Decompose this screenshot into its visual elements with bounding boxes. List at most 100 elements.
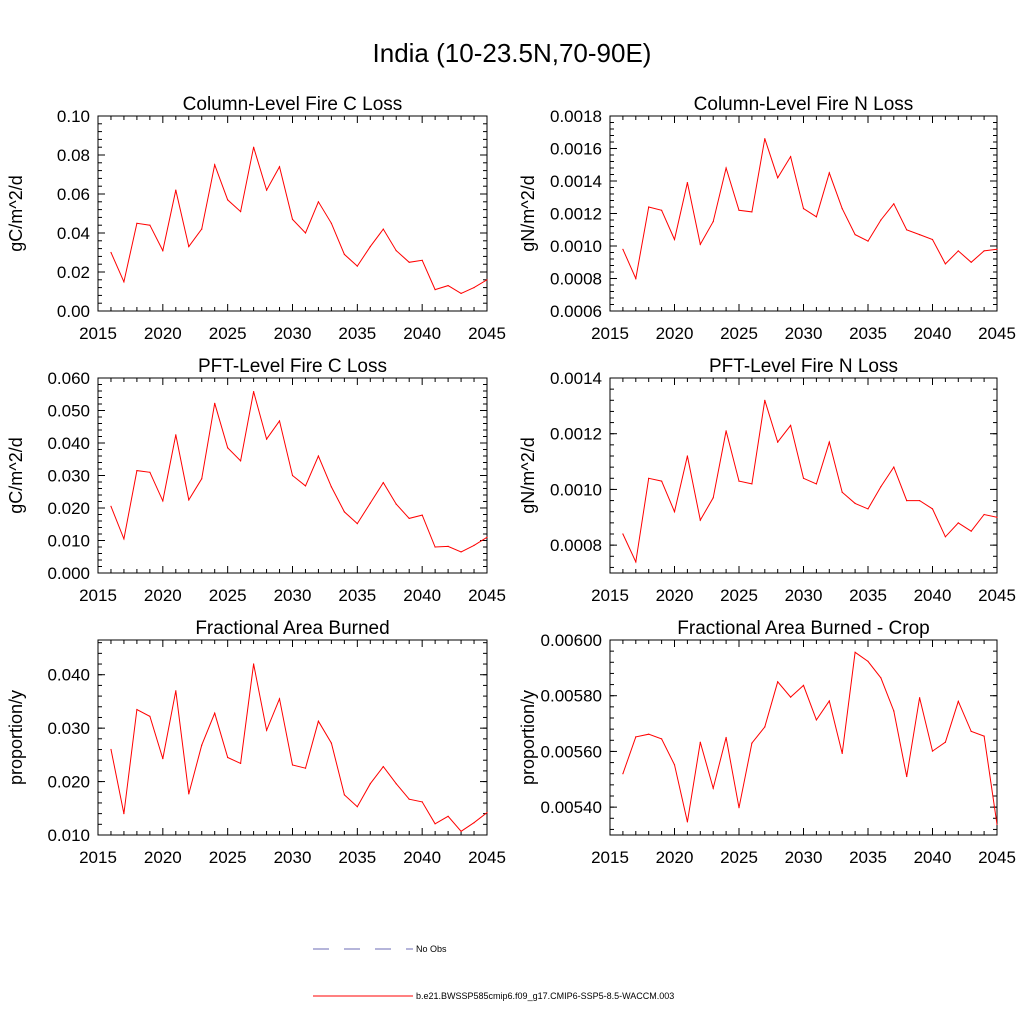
data-point [343, 511, 345, 513]
data-point [867, 660, 869, 663]
data-point [395, 503, 397, 505]
x-tick-label: 2030 [785, 324, 823, 343]
chart-panel-3: 2015 2020 2025 2030 2035 2040 2045 0.000 0.010 0.… [6, 356, 506, 605]
x-tick-label: 2030 [274, 848, 312, 867]
data-point [201, 478, 203, 480]
data-point [486, 279, 488, 281]
data-point [421, 259, 423, 261]
data-point [369, 246, 371, 248]
data-point [266, 729, 268, 731]
data-point [304, 767, 307, 769]
data-point [460, 830, 462, 832]
y-tick-label: 0.0014 [550, 172, 602, 191]
y-tick-label: 0.0018 [550, 107, 602, 126]
data-point [227, 756, 229, 759]
data-point [253, 146, 255, 148]
x-tick-label: 2045 [468, 324, 506, 343]
data-point [661, 738, 663, 740]
series-line [110, 391, 487, 553]
y-tick-label: 0.020 [47, 773, 90, 792]
y-tick-label: 0.08 [57, 146, 90, 165]
data-point [661, 209, 663, 211]
x-tick-label: 2045 [978, 848, 1016, 867]
data-point [201, 228, 203, 230]
y-axis-label: gN/m^2/d [518, 437, 538, 513]
data-point [996, 516, 998, 518]
data-point [214, 712, 216, 714]
x-tick-label: 2040 [914, 586, 952, 605]
data-point [460, 551, 462, 553]
data-point [253, 663, 255, 665]
data-point [686, 455, 689, 457]
data-point [162, 250, 164, 252]
data-point [356, 523, 358, 525]
data-point [317, 201, 319, 203]
data-point [317, 455, 319, 457]
data-point [382, 482, 384, 484]
y-tick-label: 0.020 [47, 499, 90, 518]
data-point [686, 821, 689, 823]
data-point [764, 399, 766, 401]
data-point [944, 263, 947, 265]
data-point [123, 281, 125, 283]
data-point [919, 500, 921, 502]
data-point [421, 514, 423, 516]
data-point [110, 505, 112, 507]
data-point [957, 250, 959, 252]
data-point [162, 758, 164, 760]
panel-title: Column-Level Fire N Loss [694, 94, 914, 115]
data-point [764, 726, 766, 728]
x-tick-label: 2045 [468, 586, 506, 605]
x-tick-label: 2020 [144, 848, 182, 867]
y-tick-label: 0.0008 [550, 270, 602, 289]
data-point [434, 289, 436, 291]
x-tick-label: 2035 [849, 324, 887, 343]
x-tick-label: 2020 [656, 324, 694, 343]
data-point [291, 764, 294, 766]
data-point [253, 391, 255, 393]
data-point [123, 813, 125, 815]
data-point [725, 430, 727, 432]
y-tick-label: 0.00540 [541, 798, 602, 817]
data-point [802, 477, 805, 479]
x-tick-label: 2035 [338, 848, 376, 867]
y-tick-label: 0.06 [57, 185, 90, 204]
y-tick-label: 0.040 [47, 666, 90, 685]
data-point [661, 480, 663, 482]
panel-title: Fractional Area Burned - Crop [677, 618, 929, 639]
data-point [815, 483, 818, 485]
data-point [188, 793, 190, 795]
data-point [983, 735, 985, 737]
x-tick-label: 2040 [403, 586, 441, 605]
chart-panel-1: 2015 2020 2025 2030 2035 2040 2045 0.00 0.02 0.04… [6, 94, 506, 343]
data-point [751, 211, 753, 213]
y-axis-label: gN/m^2/d [518, 175, 538, 251]
data-point [712, 497, 714, 499]
data-point [175, 434, 177, 436]
data-point [622, 773, 624, 775]
data-point [841, 491, 843, 493]
y-axis-label: proportion/y [6, 690, 26, 785]
chart-panel-4: 2015 2020 2025 2030 2035 2040 2045 0.0008 0.0010… [518, 356, 1016, 605]
x-tick-label: 2015 [79, 324, 117, 343]
data-point [622, 533, 624, 535]
y-tick-label: 0.02 [57, 263, 90, 282]
data-point [828, 172, 830, 174]
data-point [983, 513, 985, 516]
data-point [447, 545, 449, 548]
series-line [622, 651, 997, 825]
data-point [304, 485, 307, 487]
data-point [304, 232, 307, 234]
chart-panel-2: 2015 2020 2025 2030 2035 2040 2045 0.0006 0.0008… [518, 94, 1016, 343]
data-point [227, 447, 229, 449]
panel-title: PFT-Level Fire N Loss [709, 356, 898, 377]
data-point [854, 651, 856, 653]
data-point [214, 164, 216, 166]
series-line [622, 400, 997, 564]
data-point [123, 538, 125, 540]
x-tick-label: 2020 [656, 848, 694, 867]
data-point [777, 681, 779, 683]
data-point [162, 500, 164, 502]
data-point [751, 742, 753, 744]
